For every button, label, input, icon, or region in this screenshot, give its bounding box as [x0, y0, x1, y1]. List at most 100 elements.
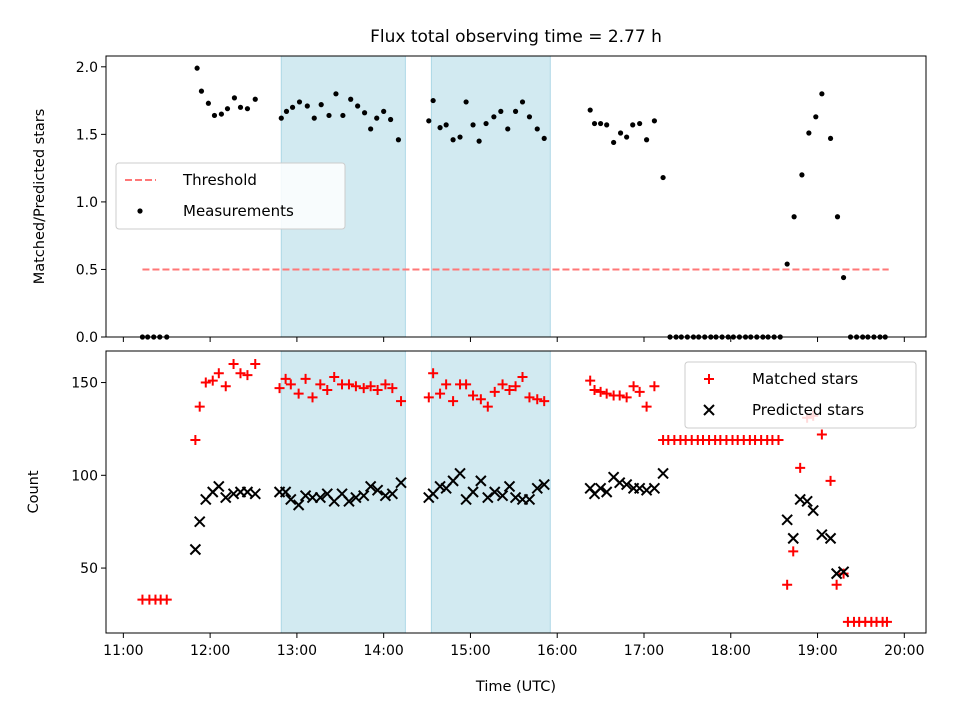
data-point [450, 137, 456, 143]
data-point [840, 274, 847, 281]
data-point [467, 486, 479, 498]
data-point [315, 379, 326, 390]
data-point [589, 384, 600, 395]
data-point [364, 480, 377, 493]
data-point [837, 566, 850, 578]
data-point [532, 394, 543, 405]
data-point [161, 594, 172, 605]
data-point [614, 390, 625, 401]
data-point [834, 214, 841, 220]
data-point [470, 122, 476, 128]
data-point [350, 381, 361, 392]
data-point [791, 214, 797, 220]
shaded-interval [430, 55, 551, 338]
data-point [524, 392, 535, 403]
data-point [611, 139, 617, 146]
data-point [813, 114, 819, 120]
y-tick-label: 1.0 [76, 195, 98, 211]
chart-title: Flux total observing time = 2.77 h [370, 27, 662, 47]
data-point [285, 493, 297, 506]
data-point [194, 401, 205, 412]
data-point [637, 120, 643, 127]
data-point [190, 435, 201, 446]
data-point [304, 103, 310, 109]
data-point [510, 381, 521, 392]
x-tick-label: 19:00 [797, 643, 837, 659]
data-point [461, 379, 472, 390]
data-point [194, 65, 200, 71]
axes-frame [105, 350, 927, 634]
data-point [274, 383, 285, 394]
data-point [278, 115, 284, 121]
y-tick-label: 1.5 [76, 127, 98, 143]
data-point [830, 567, 843, 580]
data-point [787, 532, 799, 545]
data-point [205, 100, 211, 106]
data-point [292, 499, 305, 511]
legend-label: Threshold [182, 171, 257, 189]
data-point [475, 475, 487, 487]
series-matched-stars [137, 358, 892, 627]
data-point [428, 368, 439, 379]
data-point [244, 106, 251, 112]
data-point [476, 138, 482, 144]
x-tick-label: 11:00 [103, 643, 143, 659]
ratio-panel: 0.0 0.5 1.0 1.5 2.0 Matched/Predicted stars Th… [32, 55, 927, 346]
data-point [816, 528, 828, 541]
data-point [504, 384, 515, 395]
data-point [600, 486, 613, 498]
data-point [343, 379, 354, 390]
x-tick-label: 17:00 [624, 643, 664, 659]
data-point [426, 118, 432, 124]
data-point [435, 388, 446, 399]
data-point [651, 118, 658, 124]
data-point [358, 383, 369, 394]
data-point [283, 108, 290, 114]
data-point [365, 381, 376, 392]
data-point [249, 488, 261, 500]
data-point [430, 97, 436, 104]
data-point [387, 383, 398, 394]
data-point [594, 482, 607, 494]
data-point [794, 493, 806, 506]
data-point [782, 579, 793, 590]
data-point [285, 379, 296, 390]
data-point [300, 373, 311, 384]
x-tick-label: 13:00 [277, 643, 317, 659]
legend-box [115, 162, 346, 230]
y-tick-label: 0.5 [76, 262, 98, 278]
legend-label: Predicted stars [752, 401, 864, 419]
data-point [806, 130, 812, 136]
data-point [509, 491, 522, 504]
legend-swatch [704, 374, 714, 384]
data-point [289, 104, 296, 110]
data-point [189, 543, 202, 556]
data-point [374, 115, 380, 121]
data-point [475, 394, 486, 405]
data-point [881, 616, 892, 627]
data-point [517, 371, 528, 382]
data-point [237, 104, 244, 110]
data-point [348, 96, 354, 102]
data-point [773, 435, 784, 446]
y-axis-label: Matched/Predicted stars [32, 109, 48, 285]
data-point [213, 480, 225, 493]
data-point [613, 477, 626, 489]
data-point [483, 120, 489, 127]
data-point [307, 392, 318, 403]
data-point [604, 122, 610, 128]
data-point [457, 134, 463, 140]
data-point [395, 137, 402, 143]
data-point [386, 488, 399, 500]
data-point [489, 486, 501, 498]
data-point [224, 106, 231, 112]
data-point [491, 114, 497, 120]
data-point [379, 490, 392, 502]
data-point [454, 467, 466, 480]
data-point [368, 126, 374, 132]
data-point [220, 381, 231, 392]
data-point [395, 477, 407, 489]
data-point [838, 568, 849, 579]
data-point [218, 111, 225, 117]
data-point [591, 120, 598, 127]
